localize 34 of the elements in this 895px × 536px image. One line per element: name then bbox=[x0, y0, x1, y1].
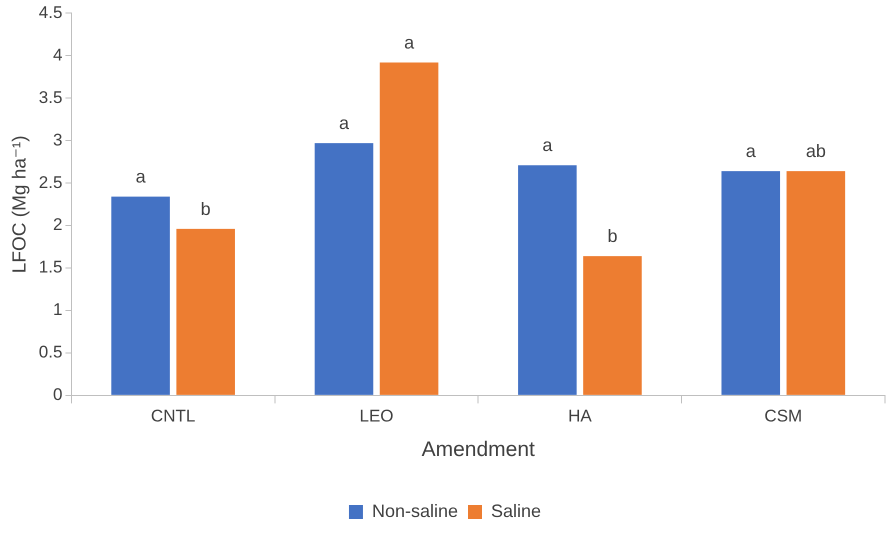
y-tick-label: 1.5 bbox=[38, 258, 62, 277]
data-label: a bbox=[136, 166, 147, 187]
data-label: a bbox=[404, 32, 416, 52]
x-tick-label: LEO bbox=[360, 406, 394, 426]
data-label: b bbox=[607, 226, 618, 246]
data-label: a bbox=[542, 135, 554, 156]
y-tick-label: 1 bbox=[52, 300, 62, 320]
x-tick-label: HA bbox=[568, 406, 592, 426]
bar bbox=[518, 165, 577, 395]
data-label: b bbox=[200, 198, 211, 219]
data-label: a bbox=[338, 113, 350, 134]
y-tick-label: 2.5 bbox=[38, 172, 62, 192]
y-tick-label: 4.5 bbox=[38, 2, 62, 22]
bar bbox=[380, 62, 438, 395]
legend-label: Non-saline bbox=[372, 500, 458, 521]
x-tick-label: CSM bbox=[764, 406, 802, 426]
y-tick-label: 3.5 bbox=[38, 88, 62, 107]
data-label: ab bbox=[806, 141, 826, 162]
bar bbox=[583, 256, 642, 395]
y-axis-title: LFOC (Mg ha⁻¹) bbox=[10, 135, 31, 274]
y-tick-label: 0 bbox=[52, 385, 62, 404]
y-tick-label: 2 bbox=[52, 215, 62, 234]
data-label: a bbox=[746, 141, 757, 162]
bar bbox=[721, 171, 780, 395]
legend-label: Saline bbox=[491, 500, 542, 521]
bar bbox=[111, 196, 170, 395]
x-tick-label: CNTL bbox=[150, 406, 196, 426]
y-tick-label: 4 bbox=[52, 45, 62, 64]
bar bbox=[786, 171, 846, 395]
y-tick-label: 3 bbox=[52, 130, 62, 150]
bar bbox=[314, 143, 374, 395]
x-axis-title: Amendment bbox=[422, 438, 535, 462]
y-tick-label: 0.5 bbox=[38, 342, 62, 362]
bar bbox=[176, 228, 235, 395]
